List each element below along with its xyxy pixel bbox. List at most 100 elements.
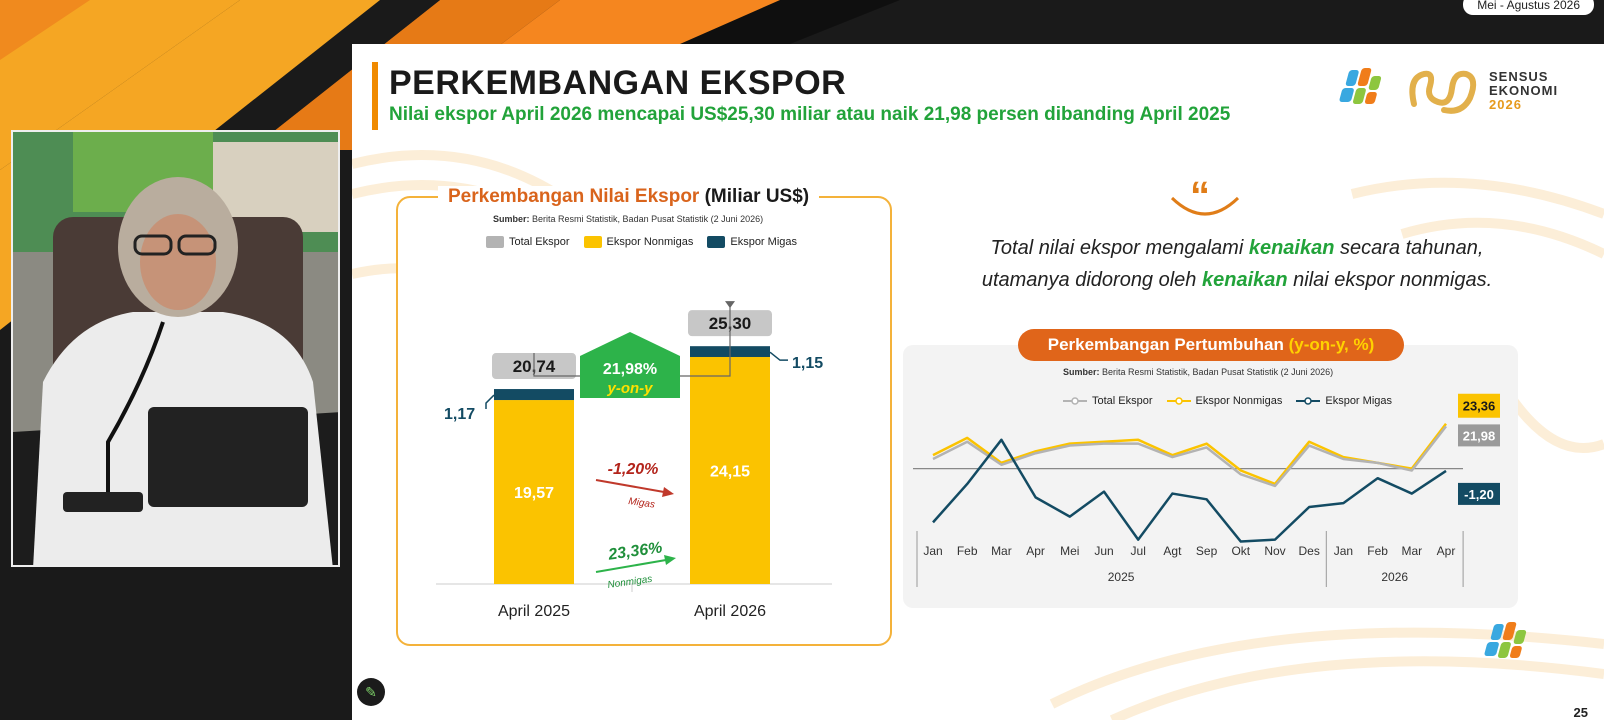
migas-value-label: 1,15 (792, 355, 823, 372)
month-tick-label: Apr (1437, 544, 1456, 558)
legend-nonmigas: Ekspor Nonmigas (583, 236, 694, 248)
nonmigas-end-label: 23,36 (1463, 399, 1496, 414)
bar-legend: Total Ekspor Ekspor Nonmigas Ekspor Miga… (486, 236, 797, 248)
legend-total: Total Ekspor (486, 236, 570, 248)
growth-card: Sumber: Berita Resmi Statistik, Badan Pu… (903, 345, 1518, 608)
bps-logo-icon (1339, 68, 1382, 104)
export-value-unit: (Miliar US$) (704, 186, 810, 207)
migas-end-label: -1,20 (1464, 487, 1494, 502)
legend-nonmigas-label: Ekspor Nonmigas (606, 236, 694, 248)
slide-title: PERKEMBANGAN EKSPOR (389, 64, 847, 102)
month-tick-label: Feb (957, 544, 978, 558)
month-tick-label: Sep (1196, 544, 1218, 558)
yoy-growth-badge (580, 332, 680, 398)
export-value-title: Perkembangan Nilai Ekspor (Miliar US$) (438, 186, 820, 208)
month-tick-label: Jan (923, 544, 942, 558)
export-value-card: Perkembangan Nilai Ekspor (Miliar US$) S… (396, 186, 892, 646)
growth-connector-arrow (725, 301, 735, 309)
series-line (932, 438, 1447, 543)
nonmigas-value-label: 24,15 (710, 463, 750, 480)
year-label: 2026 (1381, 570, 1408, 584)
total-end-label: 21,98 (1463, 428, 1496, 443)
growth-title-text: Perkembangan Pertumbuhan (1047, 335, 1284, 354)
page-number: 25 (1573, 705, 1588, 720)
export-value-title-text: Perkembangan Nilai Ekspor (448, 186, 700, 207)
slide-subtitle: Nilai ekspor April 2026 mencapai US$25,3… (389, 104, 1231, 125)
category-label: April 2025 (498, 603, 570, 620)
growth-title-unit: (y-on-y, %) (1288, 335, 1375, 354)
quote-arc-decoration (1170, 196, 1240, 216)
nonmigas-value-label: 19,57 (514, 485, 554, 502)
source-label: Sumber: (493, 214, 530, 224)
month-tick-label: Jan (1334, 544, 1353, 558)
line-legend-total-label: Total Ekspor (1092, 395, 1153, 407)
migas-end-label-box (1458, 482, 1500, 505)
year-label: 2025 (1108, 570, 1135, 584)
month-tick-label: Mar (1401, 544, 1422, 558)
line-legend-total: Total Ekspor (1063, 395, 1153, 407)
quote-text: Total nilai ekspor mengalami kenaikan se… (912, 232, 1562, 296)
month-tick-label: Mar (991, 544, 1012, 558)
nonmigas-growth-value: 23,36% (606, 539, 663, 564)
month-tick-label: Jun (1094, 544, 1113, 558)
growth-source: Sumber: Berita Resmi Statistik, Badan Pu… (1063, 367, 1333, 377)
quote-line-1: Total nilai ekspor mengalami kenaikan se… (912, 232, 1562, 264)
sensus-ekonomi-text: SENSUS EKONOMI 2026 (1489, 70, 1558, 112)
month-tick-label: Des (1299, 544, 1320, 558)
month-tick-label: Mei (1060, 544, 1079, 558)
quote-line-2: utamanya didorong oleh kenaikan nilai ek… (912, 264, 1562, 296)
sensus-line2: EKONOMI (1489, 83, 1559, 98)
source-text: Berita Resmi Statistik, Badan Pusat Stat… (532, 214, 764, 224)
line-legend-nonmigas: Ekspor Nonmigas (1166, 395, 1283, 407)
migas-leader-line (485, 394, 495, 410)
presentation-slide: PERKEMBANGAN EKSPOR Nilai ekspor April 2… (352, 44, 1604, 720)
legend-migas-label: Ekspor Migas (730, 236, 797, 248)
migas-growth-label: Migas (628, 496, 656, 511)
month-tick-label: Nov (1264, 544, 1285, 558)
migas-growth-arrow (595, 479, 665, 493)
month-tick-label: Okt (1231, 544, 1250, 558)
nonmigas-end-label-box (1458, 393, 1500, 418)
presenter-video (11, 130, 340, 567)
growth-source-label: Sumber: (1063, 367, 1100, 377)
growth-title: Perkembangan Pertumbuhan (y-on-y, %) (1018, 329, 1404, 361)
bar-nonmigas (690, 356, 770, 584)
month-tick-label: Apr (1026, 544, 1045, 558)
quote-l2-highlight: kenaikan (1201, 269, 1288, 291)
sensus-line1: SENSUS (1489, 69, 1549, 84)
total-end-label-box (1458, 424, 1500, 447)
month-tick-label: Agt (1163, 544, 1182, 558)
migas-growth-value: -1,20% (608, 461, 659, 478)
growth-source-text: Berita Resmi Statistik, Badan Pusat Stat… (1102, 367, 1334, 377)
legend-migas: Ekspor Migas (707, 236, 797, 248)
yoy-growth-value: 21,98% (603, 361, 657, 378)
bar-migas (494, 389, 574, 401)
migas-value-label: 1,17 (444, 406, 475, 423)
migas-leader-line (769, 351, 788, 361)
quote-l2a: utamanya didorong oleh (981, 269, 1202, 291)
line-legend-nonmigas-label: Ekspor Nonmigas (1195, 395, 1283, 407)
nonmigas-growth-arrow (595, 559, 667, 573)
quote-l2b: nilai ekspor nonmigas. (1287, 269, 1493, 291)
sensus-ekonomi-logo-icon (1409, 70, 1477, 114)
date-badge: Mei - Agustus 2026 (1463, 0, 1594, 15)
month-tick-label: Feb (1367, 544, 1388, 558)
line-legend-migas-label: Ekspor Migas (1325, 395, 1392, 407)
line-legend: Total Ekspor Ekspor Nonmigas Ekspor Miga… (1063, 395, 1392, 407)
title-accent-bar (372, 62, 378, 130)
bar-nonmigas (494, 400, 574, 584)
bps-footer-logo-icon (1484, 622, 1527, 658)
nonmigas-growth-label: Nonmigas (607, 574, 653, 591)
month-tick-label: Jul (1131, 544, 1146, 558)
sensus-year: 2026 (1489, 97, 1522, 112)
nonmigas-growth-arrowhead (664, 555, 676, 565)
annotation-pen-button[interactable]: ✎ (357, 678, 385, 706)
category-label: April 2026 (694, 603, 766, 620)
series-line (932, 425, 1447, 488)
legend-total-label: Total Ekspor (509, 236, 570, 248)
quote-icon: “ (1190, 174, 1210, 218)
migas-growth-arrowhead (662, 487, 674, 497)
quote-l1a: Total nilai ekspor mengalami (990, 237, 1249, 259)
